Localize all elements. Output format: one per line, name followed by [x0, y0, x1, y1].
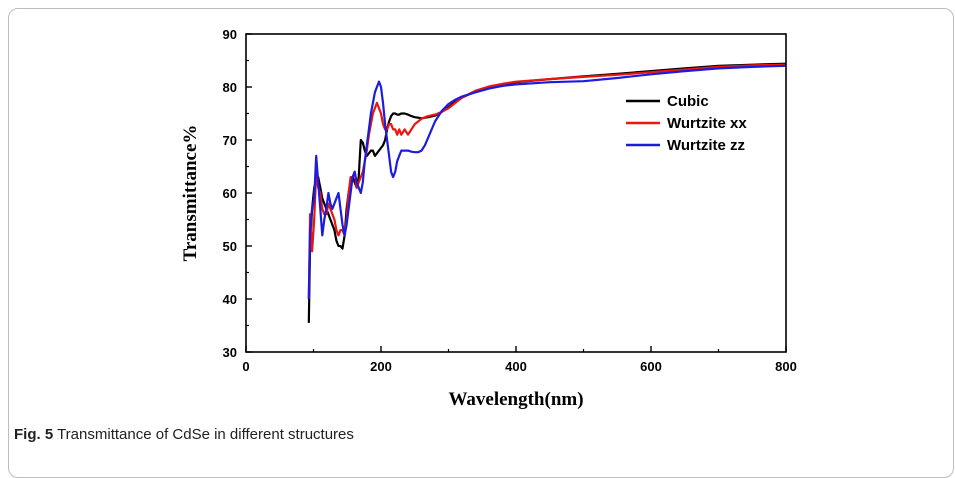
x-tick-label: 0	[242, 359, 249, 374]
y-tick-label: 70	[223, 133, 237, 148]
figure-caption-text: Transmittance of CdSe in different struc…	[57, 426, 354, 443]
y-tick-label: 80	[223, 80, 237, 95]
figure-caption: Fig. 5 Transmittance of CdSe in differen…	[14, 426, 354, 443]
y-axis-title: Transmittance%	[180, 125, 201, 262]
chart: 0 200 400 600 800 30 40 50 60 70 80 90 Wavelength(n…	[180, 27, 797, 410]
legend: Cubic Wurtzite xx Wurtzite zz	[622, 90, 784, 158]
legend-label: Wurtzite xx	[667, 115, 747, 132]
y-tick-label: 50	[223, 239, 237, 254]
series-line-wurtzite-zz	[307, 64, 786, 300]
x-tick-label: 400	[505, 359, 527, 374]
y-tick-label: 90	[223, 27, 237, 42]
x-tick-label: 800	[775, 359, 797, 374]
x-tick-label: 600	[640, 359, 662, 374]
y-tick-label: 40	[223, 292, 237, 307]
legend-label: Wurtzite zz	[667, 137, 745, 154]
y-tick-label: 30	[223, 345, 237, 360]
legend-label: Cubic	[667, 93, 709, 110]
x-axis-title: Wavelength(nm)	[448, 389, 583, 410]
x-tick-label: 200	[370, 359, 392, 374]
figure-label: Fig. 5	[14, 426, 54, 443]
y-tick-label: 60	[223, 186, 237, 201]
